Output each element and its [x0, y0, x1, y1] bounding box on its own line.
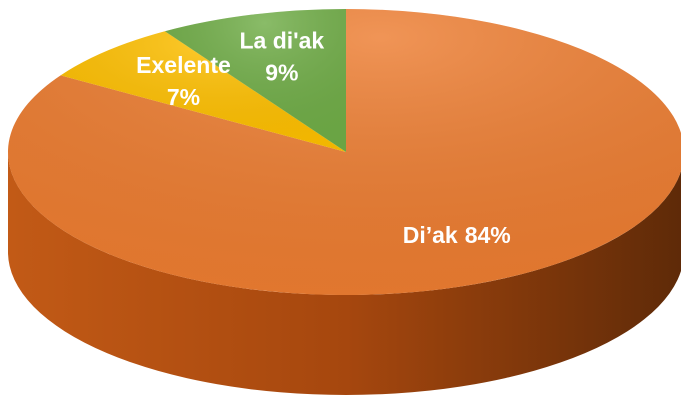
- data-label: La di'ak 9%: [240, 28, 325, 86]
- label-name: Exelente: [136, 52, 231, 78]
- label-value: 9%: [265, 60, 298, 86]
- label-value: 84%: [465, 222, 511, 248]
- slice-shine: [60, 31, 347, 152]
- data-label: Di’ak 84%: [403, 222, 511, 248]
- label-name: La di'ak: [240, 28, 325, 54]
- label-value: 7%: [167, 84, 200, 110]
- slice-shine: [8, 9, 681, 295]
- label-name: Di’ak: [403, 222, 458, 248]
- data-label: Exelente 7%: [136, 52, 231, 110]
- slice-shine: [164, 8, 346, 152]
- slice-side: [8, 152, 681, 395]
